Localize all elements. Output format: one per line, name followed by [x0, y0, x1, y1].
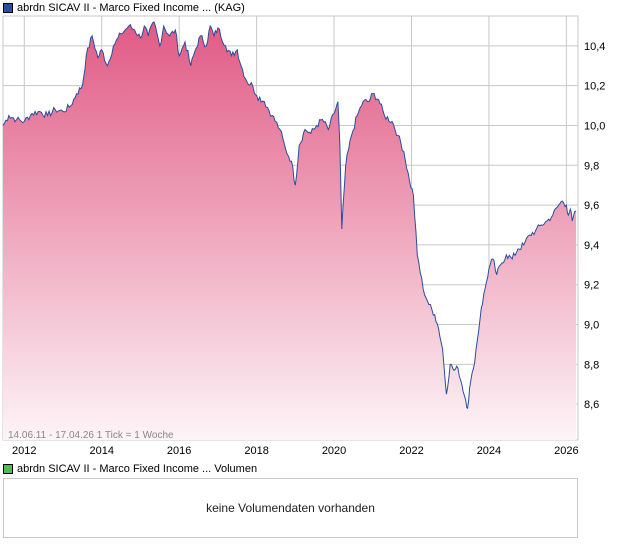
price-chart: 8,68,89,09,29,49,69,810,010,210,4 2012 20…: [2, 15, 605, 457]
y-tick-label: 10,0: [584, 120, 605, 132]
volume-legend-swatch: [3, 464, 13, 474]
y-tick-label: 9,4: [584, 240, 599, 252]
volume-panel: keine Volumendaten vorhanden: [3, 478, 578, 538]
x-axis-ticks: 2012 2014 2016 2018 2020 2022 2024 2026: [12, 445, 579, 457]
volume-legend-label: abrdn SICAV II - Marco Fixed Income ... …: [17, 463, 258, 475]
x-tick-label: 2024: [477, 445, 501, 457]
x-tick-label: 2012: [12, 445, 36, 457]
x-tick-label: 2018: [244, 445, 268, 457]
volume-empty-message: keine Volumendaten vorhanden: [206, 501, 375, 515]
y-tick-label: 9,0: [584, 320, 599, 332]
y-tick-label: 9,8: [584, 160, 599, 172]
y-tick-label: 8,6: [584, 399, 599, 411]
price-area: [3, 22, 577, 440]
y-tick-label: 10,4: [584, 41, 605, 53]
x-tick-label: 2026: [554, 445, 578, 457]
y-tick-label: 9,6: [584, 200, 599, 212]
x-tick-label: 2020: [322, 445, 346, 457]
x-tick-label: 2014: [89, 445, 113, 457]
y-tick-label: 8,8: [584, 359, 599, 371]
volume-legend: abrdn SICAV II - Marco Fixed Income ... …: [3, 462, 257, 476]
price-legend-label: abrdn SICAV II - Marco Fixed Income ... …: [17, 2, 245, 14]
y-tick-label: 9,2: [584, 280, 599, 292]
x-tick-label: 2016: [167, 445, 191, 457]
price-legend-swatch: [3, 3, 13, 13]
y-axis-ticks: 8,6 8,8 9,0 9,2 9,4 9,6 9,8 10,0 10,2 10,4: [584, 41, 605, 411]
range-info: 14.06.11 - 17.04.26 1 Tick = 1 Woche: [8, 430, 174, 441]
x-tick-label: 2022: [399, 445, 423, 457]
price-line: [2, 21, 577, 410]
price-legend: abrdn SICAV II - Marco Fixed Income ... …: [3, 1, 245, 15]
y-tick-label: 10,2: [584, 81, 605, 93]
